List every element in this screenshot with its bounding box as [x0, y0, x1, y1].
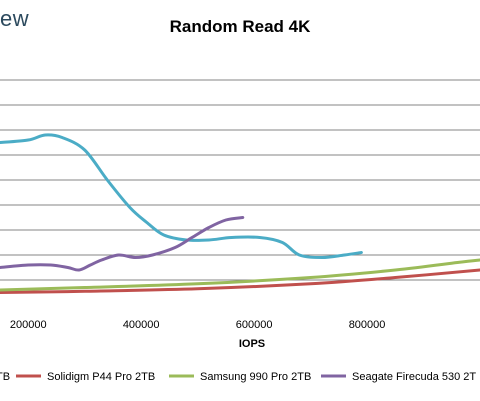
x-tick-label: 800000 — [349, 319, 386, 331]
x-tick-label: 600000 — [236, 319, 273, 331]
x-tick-label: 200000 — [10, 319, 47, 331]
x-axis-label: IOPS — [239, 338, 265, 350]
x-tick-label: 400000 — [123, 319, 160, 331]
series-line — [0, 258, 480, 292]
gridlines — [0, 79, 480, 281]
series-line — [0, 268, 480, 294]
series-lines — [0, 133, 480, 294]
brand-logo-text: ew — [0, 6, 30, 31]
chart-title: Random Read 4K — [170, 17, 311, 36]
series-line — [0, 133, 363, 259]
legend-label: Seagate Firecuda 530 2T — [352, 371, 476, 383]
series-line — [0, 216, 245, 272]
legend: TB Solidigm P44 Pro 2TB Samsung 990 Pro 2T… — [0, 371, 476, 383]
legend-label: Samsung 990 Pro 2TB — [200, 371, 311, 383]
x-axis-ticks: 200000 400000 600000 800000 — [10, 319, 386, 331]
legend-label: Solidigm P44 Pro 2TB — [47, 371, 155, 383]
legend-label: TB — [0, 371, 10, 383]
